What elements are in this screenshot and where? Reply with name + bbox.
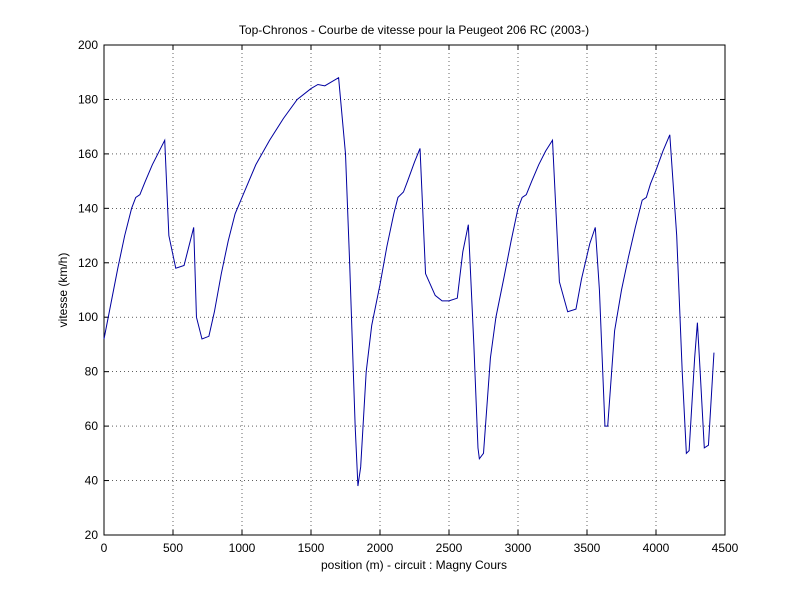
x-tick-label: 0 [101, 541, 108, 555]
y-tick-label: 140 [78, 201, 98, 215]
y-tick-label: 200 [78, 38, 98, 52]
plot-frame [103, 44, 726, 536]
y-axis-label: vitesse (km/h) [56, 253, 70, 328]
chart-title: Top-Chronos - Courbe de vitesse pour la … [239, 23, 589, 37]
x-tick-label: 2500 [436, 541, 463, 555]
y-tick-label: 20 [85, 528, 99, 542]
x-tick-label: 2000 [367, 541, 394, 555]
x-tick-label: 3000 [505, 541, 532, 555]
x-tick-label: 3500 [574, 541, 601, 555]
x-tick-label: 500 [163, 541, 183, 555]
y-tick-label: 160 [78, 147, 98, 161]
y-tick-label: 40 [85, 474, 99, 488]
y-tick-label: 60 [85, 419, 99, 433]
data-line [103, 76, 715, 487]
x-tick-label: 4000 [643, 541, 670, 555]
x-axis-label: position (m) - circuit : Magny Cours [321, 558, 507, 572]
y-tick-label: 80 [85, 365, 99, 379]
x-tick-label: 1000 [229, 541, 256, 555]
y-tick-label: 100 [78, 310, 98, 324]
y-tick-label: 180 [78, 92, 98, 106]
x-tick-label: 1500 [298, 541, 325, 555]
x-tick-label: 4500 [712, 541, 739, 555]
y-tick-label: 120 [78, 256, 98, 270]
